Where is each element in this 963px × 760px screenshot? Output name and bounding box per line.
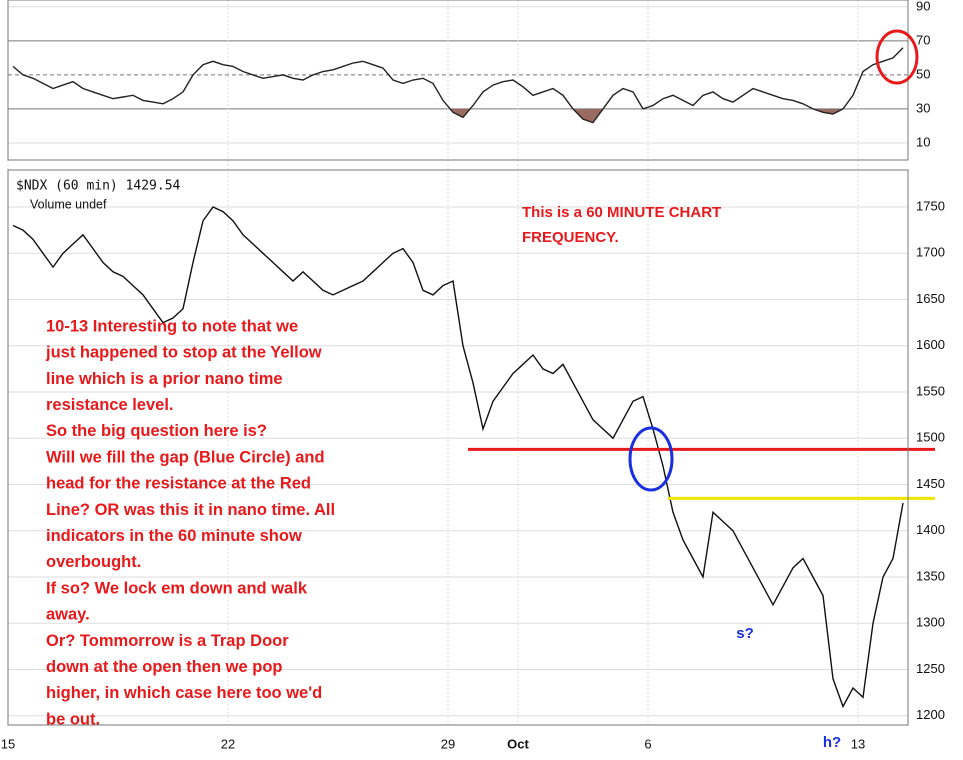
annotation-line: indicators in the 60 minute show (46, 527, 302, 545)
y-tick-label: 1500 (916, 430, 945, 445)
x-tick-label: 13 (851, 736, 865, 751)
price-frame (7, 169, 909, 726)
y-tick-label: 1750 (916, 198, 945, 213)
y-tick-label: 1400 (916, 522, 945, 537)
annotation-line: overbought. (46, 553, 141, 571)
y-tick-label: 1300 (916, 615, 945, 630)
red-circle (875, 29, 919, 85)
annotation-line: away. (46, 606, 90, 624)
annotation-line: just happened to stop at the Yellow (45, 344, 322, 362)
x-tick-label: 29 (441, 736, 455, 751)
annotation-line: head for the resistance at the Red (46, 475, 311, 493)
blue-circle (628, 426, 674, 492)
annotation-line: If so? We lock em down and walk (46, 579, 308, 597)
annotation-line: Will we fill the gap (Blue Circle) and (46, 448, 325, 466)
y-tick-label: 1250 (916, 661, 945, 676)
y-tick-label: 1550 (916, 383, 945, 398)
y-tick-label: 1450 (916, 476, 945, 491)
y-tick-label: 1200 (916, 707, 945, 722)
note: This is a 60 MINUTE CHART (522, 204, 721, 221)
x-tick-label: 15 (1, 736, 15, 751)
note: FREQUENCY. (522, 229, 619, 246)
series-line (12, 47, 904, 124)
y-tick-label: 1600 (916, 337, 945, 352)
series-line (12, 206, 904, 709)
y-tick-label: 50 (916, 66, 930, 81)
price-title: $NDX (60 min) 1429.54 (16, 179, 181, 194)
y-tick-label: 30 (916, 100, 930, 115)
annotation-line: So the big question here is? (46, 422, 267, 440)
annotation-line: higher, in which case here too we'd (46, 684, 322, 702)
y-tick-label: 10 (916, 134, 930, 149)
price-subtitle: Volume undef (30, 197, 107, 211)
y-tick-label: 70 (916, 32, 930, 47)
y-tick-label: 1700 (916, 245, 945, 260)
annotation-line: Or? Tommorrow is a Trap Door (46, 632, 289, 650)
pattern-label: s? (736, 625, 754, 642)
marks (12, 47, 935, 709)
annotation-line: line which is a prior nano time (46, 370, 283, 388)
pattern-label: h? (823, 734, 841, 751)
annotation-line: resistance level. (46, 396, 174, 414)
annotation-line: down at the open then we pop (46, 658, 283, 676)
x-tick-label: 6 (644, 736, 651, 751)
annotation-line: Line? OR was this it in nano time. All (46, 501, 335, 519)
y-tick-label: 90 (916, 0, 930, 13)
x-tick-label: 22 (221, 736, 235, 751)
annotation-line: 10-13 Interesting to note that we (46, 317, 298, 335)
grid (7, 0, 908, 725)
x-tick-label: Oct (507, 736, 529, 751)
annotation-line: be out. (46, 710, 100, 728)
y-tick-label: 1350 (916, 568, 945, 583)
y-tick-label: 1650 (916, 291, 945, 306)
